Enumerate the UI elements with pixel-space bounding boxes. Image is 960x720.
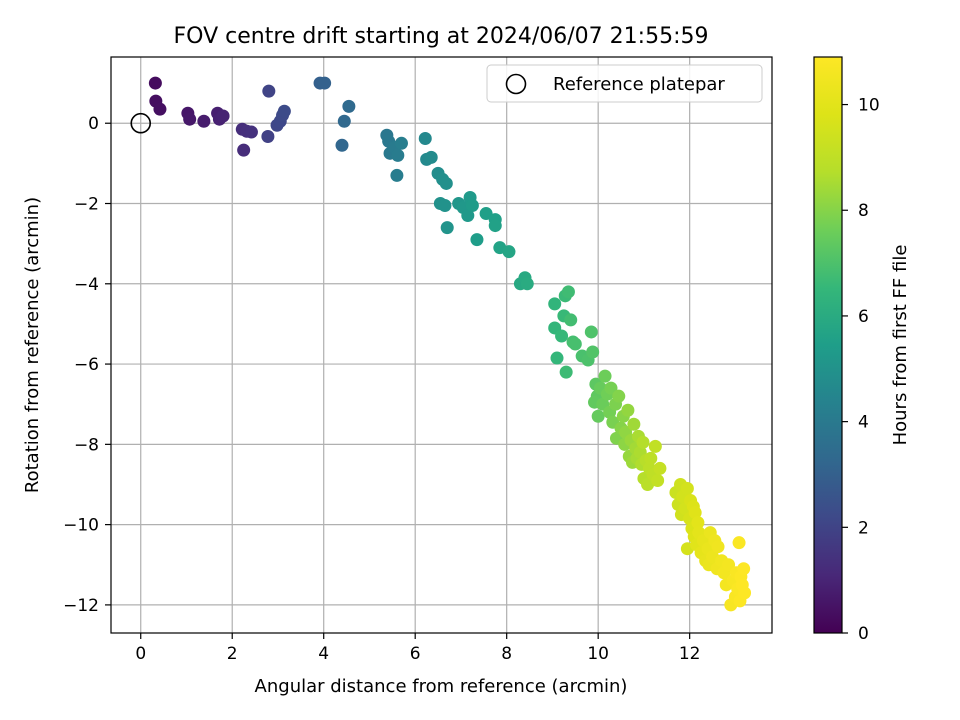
data-point — [237, 143, 251, 157]
data-point — [342, 99, 356, 113]
data-point — [559, 365, 573, 379]
data-point — [440, 221, 454, 235]
data-point — [550, 351, 564, 365]
x-tick-label: 12 — [679, 644, 701, 664]
data-point — [738, 586, 752, 600]
data-point — [261, 129, 275, 143]
data-point — [183, 112, 197, 126]
data-point — [424, 150, 438, 164]
y-tick-label: −4 — [74, 275, 99, 295]
data-point — [262, 84, 276, 98]
grid-lines — [111, 57, 772, 633]
data-point — [627, 417, 641, 431]
data-point — [391, 148, 405, 162]
x-axis-ticks: 0 2 4 6 8 10 12 — [135, 633, 700, 664]
legend-box — [486, 64, 763, 103]
y-tick-label: −10 — [63, 516, 99, 536]
data-point — [648, 439, 662, 453]
data-point — [197, 114, 211, 128]
data-point — [586, 345, 600, 359]
data-point — [688, 506, 702, 520]
colorbar-label: Hours from first FF file — [890, 245, 911, 446]
data-point — [568, 337, 582, 351]
data-point — [461, 209, 475, 223]
colorbar-tick-label: 4 — [858, 413, 869, 433]
data-point — [680, 481, 694, 495]
data-point — [318, 76, 332, 90]
data-point — [644, 451, 658, 465]
data-point — [711, 540, 725, 554]
data-point — [598, 369, 612, 383]
data-point — [612, 389, 626, 403]
data-point — [561, 285, 575, 299]
colorbar-tick-label: 6 — [858, 307, 869, 327]
x-tick-label: 8 — [501, 644, 512, 664]
y-tick-label: −6 — [74, 355, 99, 375]
legend: Reference platepar — [486, 64, 763, 103]
y-tick-label: −8 — [74, 435, 99, 455]
data-point — [636, 435, 650, 449]
colorbar-tick-label: 8 — [858, 201, 869, 221]
data-point — [641, 477, 655, 491]
y-tick-label: −12 — [63, 596, 99, 616]
data-point — [418, 131, 432, 145]
colorbar — [813, 56, 843, 634]
x-tick-label: 4 — [318, 644, 329, 664]
colorbar-tick-label: 10 — [858, 96, 880, 116]
data-point — [502, 245, 516, 259]
x-tick-label: 0 — [135, 644, 146, 664]
data-points — [148, 76, 752, 612]
data-point — [564, 313, 578, 327]
data-point — [584, 325, 598, 339]
y-axis-ticks: 0 −2 −4 −6 −8 −10 −12 — [63, 114, 111, 616]
legend-label: Reference platepar — [553, 74, 725, 95]
x-tick-label: 10 — [587, 644, 609, 664]
data-point — [438, 199, 452, 213]
y-axis-label: Rotation from reference (arcmin) — [22, 197, 43, 493]
legend-reference-marker-icon — [505, 73, 527, 95]
data-point — [335, 138, 349, 152]
data-point — [621, 403, 635, 417]
data-point — [651, 473, 665, 487]
data-point — [653, 461, 667, 475]
reference-marker-group — [130, 112, 152, 134]
y-tick-label: 0 — [88, 114, 99, 134]
x-tick-label: 6 — [410, 644, 421, 664]
data-point — [470, 233, 484, 247]
data-point — [394, 136, 408, 150]
data-point — [153, 102, 167, 116]
chart-title: FOV centre drift starting at 2024/06/07 … — [174, 24, 709, 49]
data-point — [691, 516, 705, 530]
data-point — [591, 409, 605, 423]
data-point — [604, 381, 618, 395]
data-point — [479, 207, 493, 221]
data-point — [722, 558, 736, 572]
x-axis-label: Angular distance from reference (arcmin) — [255, 676, 628, 697]
colorbar-ticks: 0 2 4 6 8 10 — [842, 96, 880, 644]
data-point — [520, 277, 534, 291]
data-point — [488, 219, 502, 233]
data-point — [737, 562, 751, 576]
data-point — [465, 199, 479, 213]
data-point — [277, 104, 291, 118]
data-point — [148, 76, 162, 90]
colorbar-tick-label: 2 — [858, 518, 869, 538]
data-point — [548, 297, 562, 311]
x-tick-label: 2 — [227, 644, 238, 664]
data-point — [244, 125, 258, 139]
reference-platepar-marker — [130, 112, 152, 134]
data-point — [216, 109, 230, 123]
data-point — [439, 176, 453, 190]
data-point — [732, 536, 746, 550]
y-tick-label: −2 — [74, 195, 99, 215]
data-point — [337, 114, 351, 128]
data-point — [555, 329, 569, 343]
colorbar-tick-label: 0 — [858, 624, 869, 644]
plot-frame — [110, 56, 773, 634]
data-point — [390, 168, 404, 182]
